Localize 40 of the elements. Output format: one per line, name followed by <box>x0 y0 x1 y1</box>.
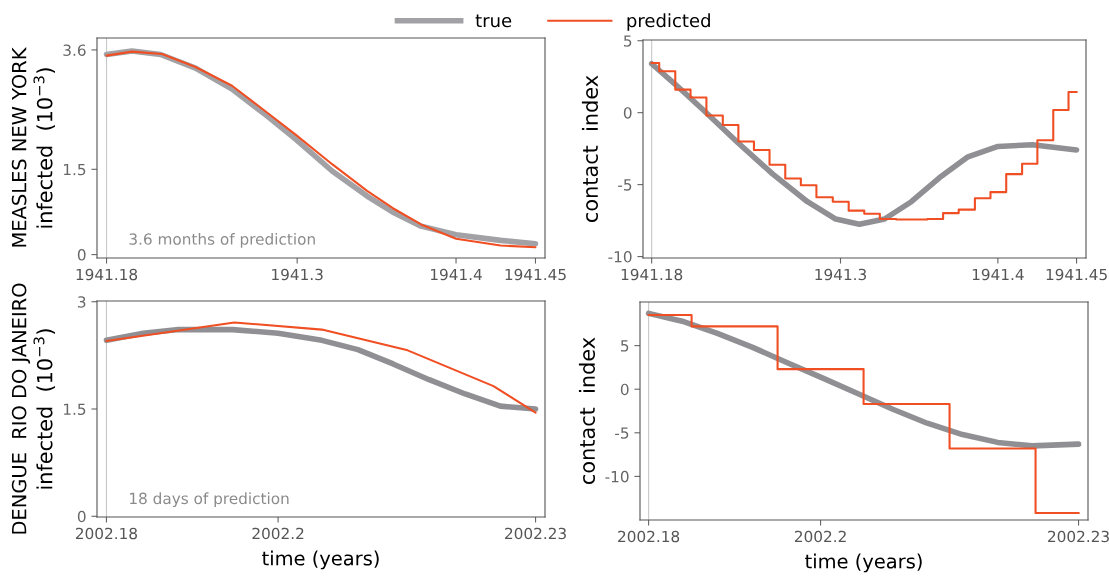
x-tick-label: 1941.4 <box>430 268 482 281</box>
annotation: 3.6 months of prediction <box>129 233 315 248</box>
y-tick-label: 0 <box>77 249 86 261</box>
x-tick-label: 2002.2 <box>794 530 846 543</box>
y-tick-label: 3.6 <box>63 44 86 56</box>
x-tick-label: 1941.18 <box>621 268 683 281</box>
y-axis-title: contact index <box>578 337 596 484</box>
annotation: 18 days of prediction <box>130 492 289 508</box>
y-tick-label: -10 <box>605 470 629 483</box>
y-tick-label: 0 <box>623 107 632 119</box>
x-tick-label: 2002.18 <box>618 530 680 543</box>
y-axis-title: infected (10$^{−3}$) <box>33 68 55 228</box>
y-tick-label: 1.5 <box>63 403 86 416</box>
text: DENGUE RIO DO JANEIRO <box>11 283 31 534</box>
legend-label: predicted <box>627 13 710 31</box>
legend-label: true <box>475 14 512 28</box>
x-tick-label: 2002.18 <box>75 527 137 540</box>
x-axis-title: time (years) <box>805 553 922 573</box>
y-tick-label: 0 <box>77 510 86 523</box>
y-axis-title: contact index <box>581 75 599 222</box>
y-tick-label: 5 <box>621 340 629 352</box>
y-tick-label: 3 <box>78 296 86 308</box>
x-tick-label: 1941.4 <box>972 268 1024 281</box>
y-tick-label: 0 <box>620 383 629 396</box>
y-tick-label: -10 <box>608 251 632 263</box>
y-tick-label: -5 <box>615 427 629 439</box>
y-tick-label: -5 <box>618 179 632 191</box>
text: MEASLES NEW YORK <box>11 47 27 247</box>
x-tick-label: 1941.3 <box>272 268 323 281</box>
x-tick-label: 1941.3 <box>815 268 866 281</box>
x-tick-label: 1941.45 <box>505 268 566 281</box>
y-tick-label: 5 <box>624 35 632 47</box>
y-axis-title: infected (10$^{−3}$) <box>33 329 55 489</box>
x-tick-label: 1941.45 <box>1046 268 1107 281</box>
y-tick-label: 1.5 <box>63 163 86 176</box>
x-tick-label: 2002.23 <box>1048 530 1109 543</box>
x-tick-label: 2002.2 <box>252 527 304 540</box>
x-tick-label: 1941.18 <box>76 268 138 281</box>
x-tick-label: 2002.23 <box>505 527 566 540</box>
x-axis-title: time (years) <box>262 550 379 570</box>
